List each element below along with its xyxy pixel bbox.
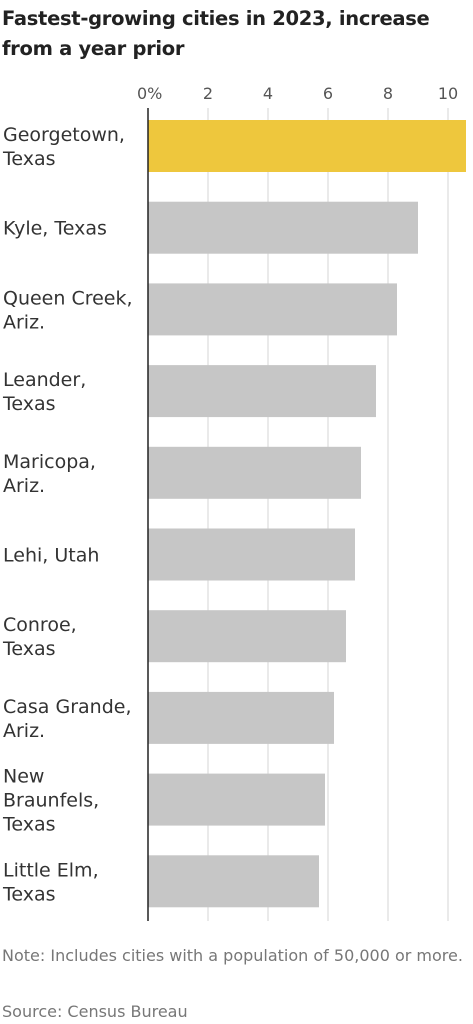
bar <box>148 528 355 581</box>
bar <box>148 610 346 663</box>
chart-title: Fastest-growing cities in 2023, increase… <box>2 7 430 60</box>
bar <box>148 446 361 499</box>
bar <box>148 365 376 418</box>
chart-note: Note: Includes cities with a population … <box>2 946 463 965</box>
bar-chart: 0% 2 4 6 8 10 Georgetown, Texas Kyle, Texas Queen… <box>2 84 466 921</box>
category-label: Kyle, Texas <box>3 218 107 240</box>
bar <box>148 855 319 908</box>
bar <box>148 283 397 336</box>
category-label: Conroe, Texas <box>2 614 77 660</box>
x-tick-label: 10 <box>438 84 458 103</box>
bar <box>148 201 418 254</box>
category-label: Little Elm, Texas <box>2 859 99 905</box>
category-label: Georgetown, Texas <box>2 124 125 170</box>
chart-source: Source: Census Bureau <box>2 1002 188 1021</box>
x-tick-label: 2 <box>203 84 213 103</box>
category-label: Maricopa, Ariz. <box>3 451 96 497</box>
bar <box>148 691 334 744</box>
bar <box>148 773 325 826</box>
category-label: New Braunfels, Texas <box>2 766 99 836</box>
category-label: Leander, Texas <box>2 369 86 415</box>
x-tick-label: 0% <box>137 84 162 103</box>
category-label: Lehi, Utah <box>3 545 99 567</box>
bar <box>148 120 466 172</box>
x-tick-label: 4 <box>263 84 273 103</box>
x-tick-label: 8 <box>383 84 393 103</box>
x-tick-label: 6 <box>323 84 333 103</box>
category-label: Queen Creek, Ariz. <box>3 287 133 333</box>
category-label: Casa Grande, Ariz. <box>3 696 132 742</box>
